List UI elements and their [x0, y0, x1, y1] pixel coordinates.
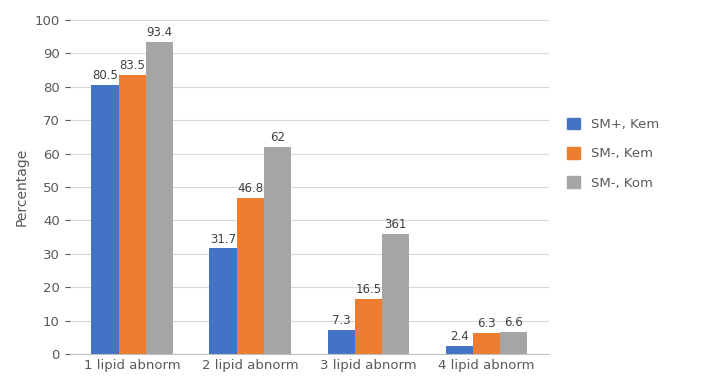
Bar [264, 147, 291, 354]
Bar [118, 75, 146, 354]
Text: 62: 62 [270, 131, 285, 144]
Text: 46.8: 46.8 [237, 182, 263, 195]
Bar [92, 85, 118, 354]
Bar [446, 346, 473, 354]
Text: 93.4: 93.4 [146, 26, 172, 39]
Bar [210, 248, 237, 354]
Bar [237, 198, 264, 354]
Bar [500, 332, 527, 354]
Text: 16.5: 16.5 [356, 283, 382, 296]
Text: 80.5: 80.5 [92, 70, 118, 82]
Bar [327, 330, 355, 354]
Text: 7.3: 7.3 [332, 314, 351, 327]
Bar [382, 233, 409, 354]
Bar [355, 299, 382, 354]
Text: 31.7: 31.7 [210, 233, 236, 245]
Y-axis label: Percentage: Percentage [15, 148, 29, 226]
Text: 6.6: 6.6 [504, 317, 523, 329]
Text: 2.4: 2.4 [450, 330, 469, 343]
Text: 361: 361 [384, 218, 407, 231]
Bar [473, 333, 500, 354]
Bar [146, 42, 173, 354]
Text: 83.5: 83.5 [119, 60, 145, 72]
Text: 6.3: 6.3 [477, 317, 496, 330]
Legend: SM+, Kem, SM-, Kem, SM-, Kom: SM+, Kem, SM-, Kem, SM-, Kom [560, 111, 666, 196]
